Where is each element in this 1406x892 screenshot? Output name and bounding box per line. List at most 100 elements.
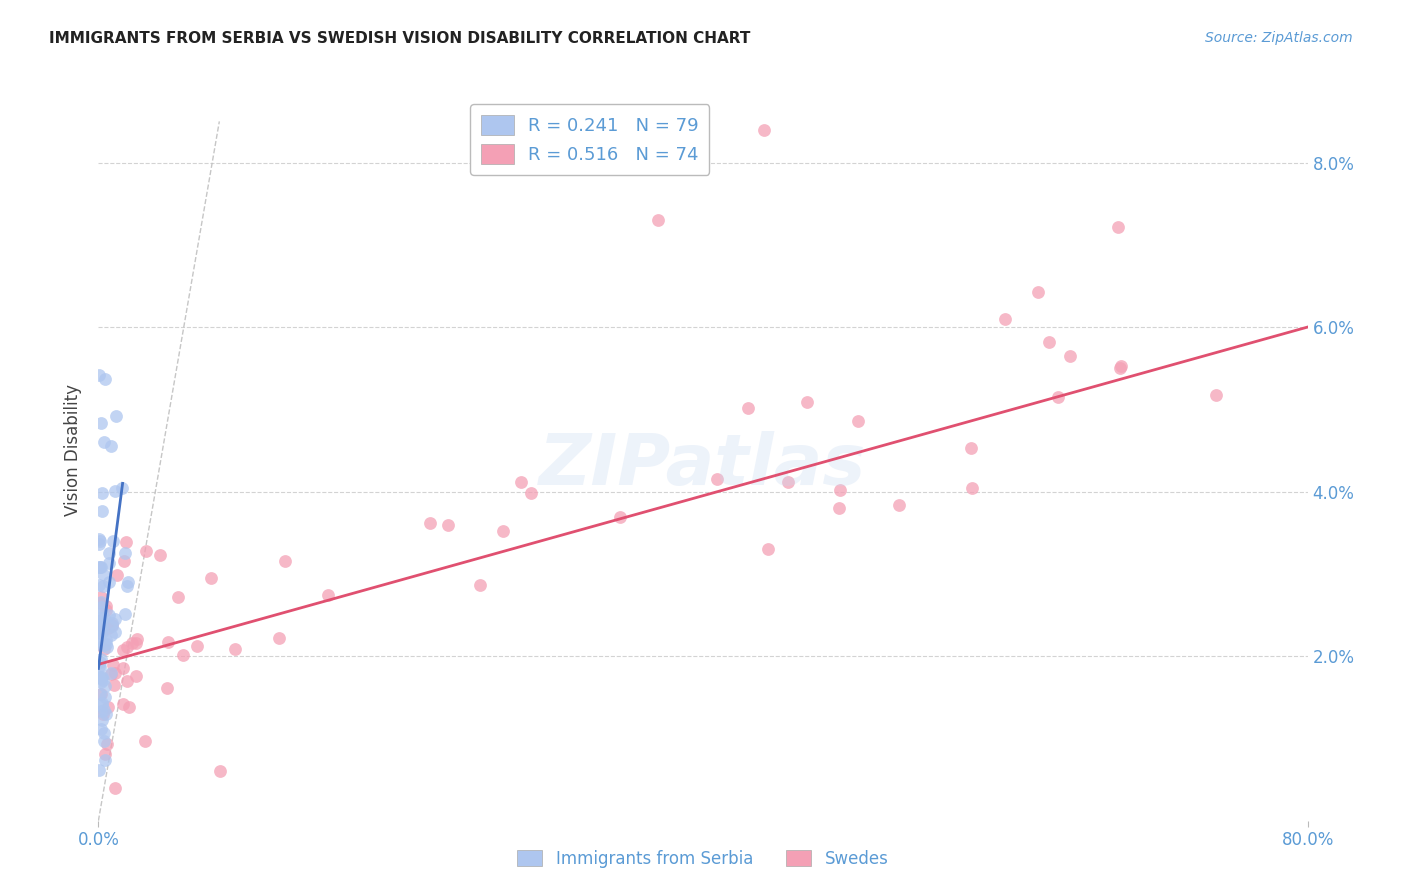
Point (419, 516, 441, 530)
Legend: Immigrants from Serbia, Swedes: Immigrants from Serbia, Swedes (510, 844, 896, 875)
Point (647, 213, 669, 227)
Point (100, 618, 122, 632)
Point (209, 764, 232, 778)
Point (90, 591, 112, 605)
Point (94, 707, 117, 722)
Point (87, 368, 110, 382)
Point (90, 625, 112, 640)
Point (121, 636, 143, 650)
Point (104, 612, 127, 626)
Point (157, 635, 180, 649)
Point (269, 631, 291, 645)
Point (470, 578, 492, 592)
Point (93, 679, 115, 693)
Point (101, 616, 124, 631)
Point (89, 623, 111, 637)
Point (93, 753, 115, 767)
Point (752, 122, 775, 136)
Point (91, 566, 114, 581)
Point (93, 703, 115, 717)
Point (316, 588, 339, 602)
Point (1046, 390, 1069, 404)
Point (90, 696, 112, 710)
Point (186, 639, 208, 653)
Point (93, 726, 115, 740)
Point (91, 706, 114, 721)
Point (90, 621, 112, 635)
Point (90, 504, 112, 518)
Point (117, 575, 139, 590)
Point (125, 669, 148, 683)
Point (115, 535, 138, 549)
Point (90, 670, 112, 684)
Point (97, 700, 120, 714)
Point (87, 763, 110, 777)
Point (90, 599, 112, 614)
Point (90, 595, 112, 609)
Text: ZIPatlas: ZIPatlas (540, 431, 866, 500)
Point (91, 614, 114, 628)
Text: Source: ZipAtlas.com: Source: ZipAtlas.com (1205, 31, 1353, 45)
Point (101, 534, 124, 549)
Point (94, 690, 117, 705)
Point (115, 673, 138, 688)
Point (90, 416, 112, 430)
Point (96, 633, 118, 648)
Point (100, 666, 122, 681)
Point (167, 590, 190, 604)
Point (90, 611, 112, 625)
Point (89, 596, 111, 610)
Point (828, 483, 851, 497)
Point (90, 704, 112, 718)
Point (134, 734, 156, 748)
Point (91, 673, 114, 687)
Point (87, 658, 110, 673)
Point (1107, 219, 1129, 234)
Point (93, 638, 115, 652)
Point (1026, 285, 1049, 299)
Point (103, 678, 125, 692)
Point (1109, 360, 1132, 375)
Point (98, 574, 121, 589)
Point (93, 434, 115, 449)
Point (609, 510, 631, 524)
Point (960, 481, 983, 495)
Point (127, 632, 149, 646)
Point (111, 481, 134, 495)
Point (104, 483, 127, 498)
Point (436, 518, 458, 533)
Point (114, 607, 136, 622)
Point (97, 621, 120, 635)
Legend: R = 0.241   N = 79, R = 0.516   N = 74: R = 0.241 N = 79, R = 0.516 N = 74 (470, 104, 710, 175)
Point (94, 603, 117, 617)
Point (89, 617, 111, 632)
Point (89, 559, 111, 574)
Point (101, 619, 124, 633)
Point (172, 648, 194, 663)
Point (89, 533, 111, 548)
Point (90, 614, 112, 628)
Point (1038, 335, 1060, 350)
Point (124, 636, 146, 650)
Point (737, 401, 759, 415)
Point (98, 556, 121, 570)
Point (778, 475, 800, 489)
Point (756, 541, 779, 556)
Point (87, 537, 110, 551)
Point (93, 642, 115, 657)
Point (90, 675, 112, 690)
Point (491, 524, 513, 539)
Point (118, 699, 141, 714)
Point (1059, 349, 1081, 363)
Point (93, 611, 115, 625)
Point (114, 546, 136, 560)
Point (519, 486, 541, 500)
Point (200, 571, 222, 585)
Point (274, 554, 297, 568)
Point (828, 501, 851, 516)
Point (90, 698, 112, 713)
Point (89, 621, 111, 635)
Point (89, 625, 111, 640)
Point (91, 579, 114, 593)
Point (510, 475, 533, 489)
